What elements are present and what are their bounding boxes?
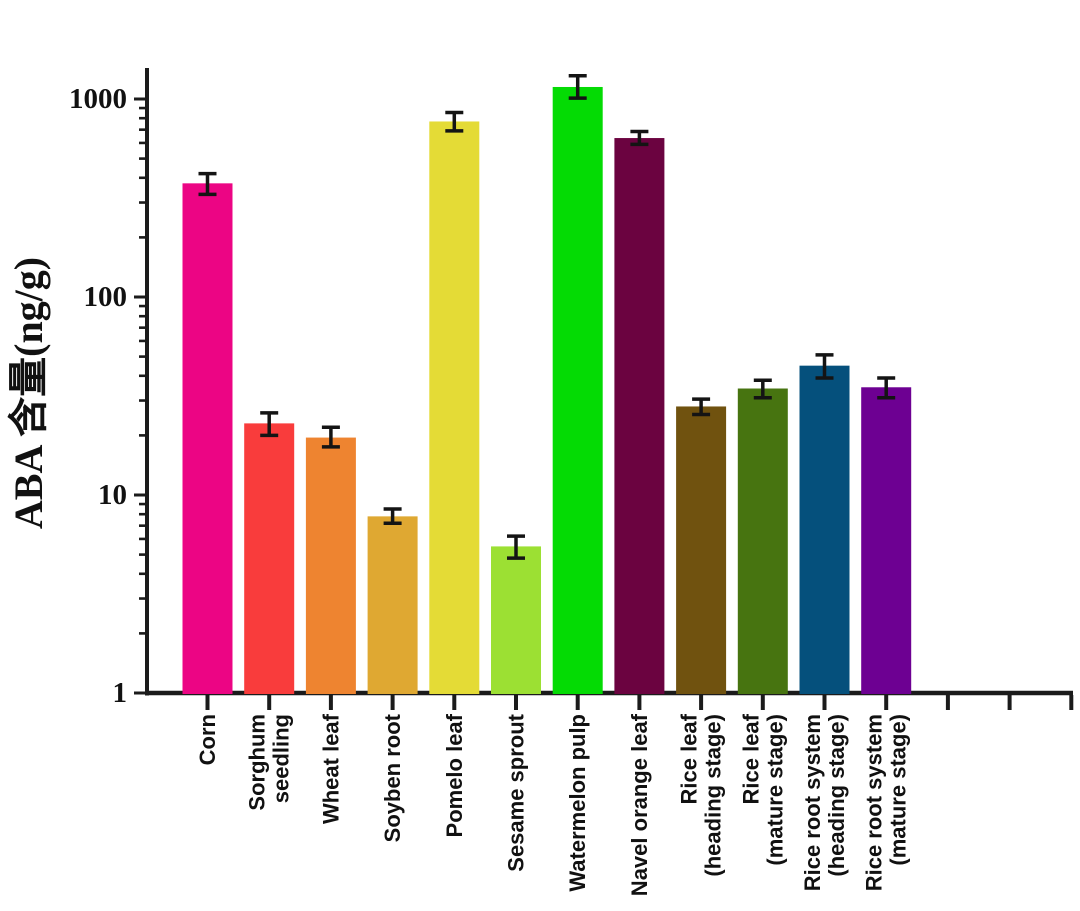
x-tick-label-line: Corn (195, 714, 220, 765)
x-tick-label-line: (mature stage) (886, 714, 911, 866)
x-tick-label-line: Sorghum (245, 714, 270, 811)
x-axis-labels: Corn Sorghum seedling Wheat leaf Soyben root… (195, 713, 911, 896)
error-bar-sesame-sprout (507, 534, 525, 560)
bar-sesame-sprout (491, 546, 541, 694)
x-tick-label-line: Soyben root (380, 713, 405, 842)
y-axis-ticks (134, 97, 147, 695)
x-tick-label-line: Rice root system (862, 714, 887, 891)
error-bar-sorghum-seedling (260, 411, 279, 438)
x-tick-label-line: (mature stage) (762, 714, 787, 866)
bar-navel-orange-leaf (614, 138, 665, 695)
y-tick-label-100: 100 (84, 281, 128, 313)
x-tick-label-line: (heading stage) (701, 714, 726, 877)
bar-rice-leaf-heading-stage (676, 406, 727, 694)
error-bar-wheat-leaf (321, 425, 340, 449)
error-bar-rice-root-system-heading-stage (815, 353, 834, 380)
x-tick-label-pomelo-leaf: Pomelo leaf (442, 713, 467, 837)
x-tick-label-sorghum-seedling: Sorghum seedling (245, 714, 294, 811)
x-tick-label-line: Rice root system (800, 714, 825, 891)
x-axis-ticks (205, 695, 1074, 710)
x-tick-label-corn: Corn (195, 714, 220, 765)
x-tick-label-line: Rice leaf (677, 713, 702, 804)
bar-rice-leaf-mature-stage (737, 388, 788, 694)
error-bar-rice-leaf-heading-stage (692, 397, 711, 417)
x-tick-label-wheat-leaf: Wheat leaf (318, 713, 343, 824)
error-bar-rice-leaf-mature-stage (753, 378, 772, 400)
x-tick-label-line: seedling (269, 714, 294, 803)
y-axis-title: ABA 含量(ng/g) (6, 257, 51, 529)
x-tick-label-rice-leaf-mature-stage: Rice leaf (mature stage) (738, 713, 787, 865)
x-tick-label-sesame-sprout: Sesame sprout (504, 713, 529, 871)
y-axis-labels: 1 10 100 1000 (69, 83, 127, 709)
x-tick-label-navel-orange-leaf: Navel orange leaf (627, 713, 652, 896)
error-bar-soyben-root (383, 507, 402, 525)
bar-rice-root-system-mature-stage (861, 387, 912, 694)
error-bar-navel-orange-leaf (630, 129, 649, 147)
x-tick-label-line: Pomelo leaf (442, 713, 467, 837)
x-tick-label-line: Rice leaf (738, 713, 763, 804)
error-bars-group (198, 74, 896, 560)
x-tick-label-watermelon-pulp: Watermelon pulp (565, 714, 590, 892)
x-tick-label-rice-root-system-mature-stage: Rice root system (mature stage) (862, 714, 911, 891)
bar-rice-root-system-heading-stage (799, 365, 850, 694)
bar-sorghum-seedling (244, 423, 295, 694)
bar-watermelon-pulp (552, 86, 603, 695)
error-bar-pomelo-leaf (445, 110, 464, 133)
bar-corn (182, 183, 233, 695)
y-tick-label-1000: 1000 (69, 83, 127, 115)
x-tick-label-line: Sesame sprout (504, 713, 529, 871)
error-bar-corn (198, 171, 217, 197)
bar-wheat-leaf (305, 437, 356, 694)
y-tick-label-10: 10 (98, 479, 127, 511)
x-tick-label-soyben-root: Soyben root (380, 713, 405, 842)
bars-group (182, 86, 912, 695)
x-tick-label-rice-root-system-heading-stage: Rice root system (heading stage) (800, 714, 849, 891)
x-tick-label-rice-leaf-heading-stage: Rice leaf (heading stage) (677, 713, 726, 876)
bar-pomelo-leaf (429, 121, 480, 694)
error-bar-rice-root-system-mature-stage (877, 376, 896, 400)
bar-soyben-root (367, 516, 418, 694)
y-tick-label-1: 1 (113, 677, 128, 709)
x-tick-label-line: Wheat leaf (318, 713, 343, 824)
x-tick-label-line: (heading stage) (824, 714, 849, 877)
error-bar-watermelon-pulp (568, 74, 587, 100)
x-tick-label-line: Navel orange leaf (627, 713, 652, 896)
x-tick-label-line: Watermelon pulp (565, 714, 590, 892)
